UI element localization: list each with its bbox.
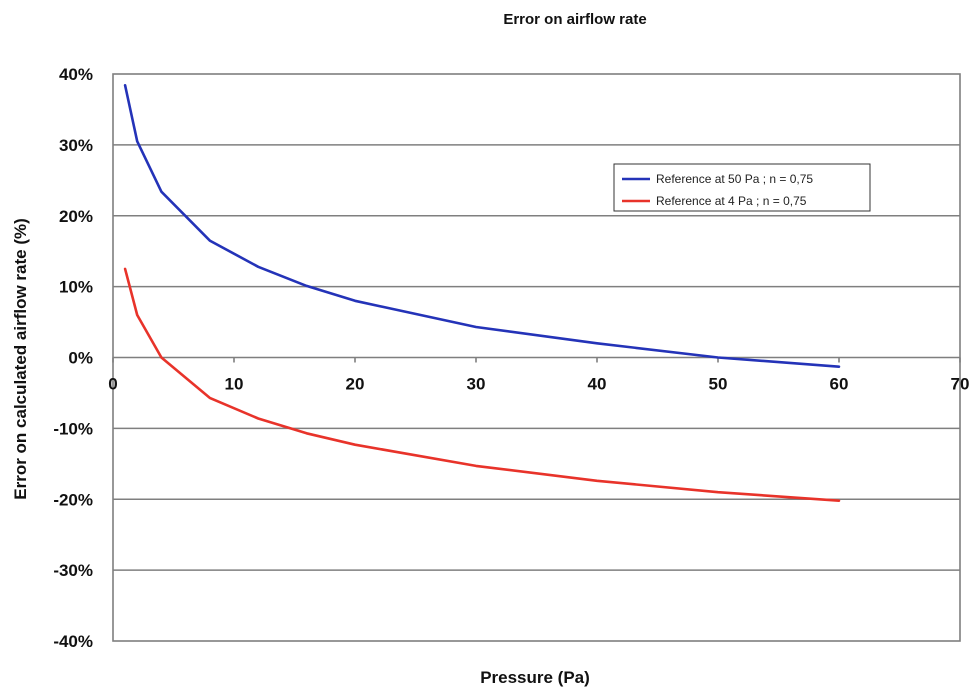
chart-title: Error on airflow rate (503, 11, 646, 28)
legend-label-1: Reference at 50 Pa ; n = 0,75 (656, 172, 813, 186)
series-line-2 (123, 267, 841, 503)
y-tick-label: 0% (68, 349, 93, 368)
y-tick-label: 20% (59, 207, 93, 226)
y-tick-label: -30% (53, 561, 93, 580)
grid-lines (113, 144, 960, 571)
x-tick-label: 40 (588, 375, 607, 394)
legend-box (613, 163, 871, 212)
x-tick-label: 30 (467, 375, 486, 394)
series-lines (123, 84, 841, 503)
y-axis-ticks: 40% 30% 20% 10% 0% -10% -20% -30% -40% (53, 65, 93, 651)
x-tick-label: 70 (951, 375, 970, 394)
y-tick-label: 10% (59, 278, 93, 297)
y-tick-label: -20% (53, 490, 93, 509)
x-tick-label: 20 (346, 375, 365, 394)
series-line-1 (123, 84, 841, 369)
x-tick-label: 60 (830, 375, 849, 394)
legend-label-2: Reference at 4 Pa ; n = 0,75 (656, 194, 807, 208)
x-axis-label: Pressure (Pa) (480, 668, 590, 687)
x-axis-ticks: 0 10 20 30 40 50 60 70 (108, 357, 970, 394)
legend: Reference at 50 Pa ; n = 0,75 Reference a… (613, 163, 871, 212)
y-tick-label: 40% (59, 65, 93, 84)
y-tick-label: -10% (53, 419, 93, 438)
y-tick-label: -40% (53, 632, 93, 651)
y-axis-label: Error on calculated airflow rate (%) (11, 218, 30, 500)
x-tick-label: 0 (108, 375, 117, 394)
x-tick-label: 50 (709, 375, 728, 394)
y-tick-label: 30% (59, 136, 93, 155)
x-tick-label: 10 (225, 375, 244, 394)
